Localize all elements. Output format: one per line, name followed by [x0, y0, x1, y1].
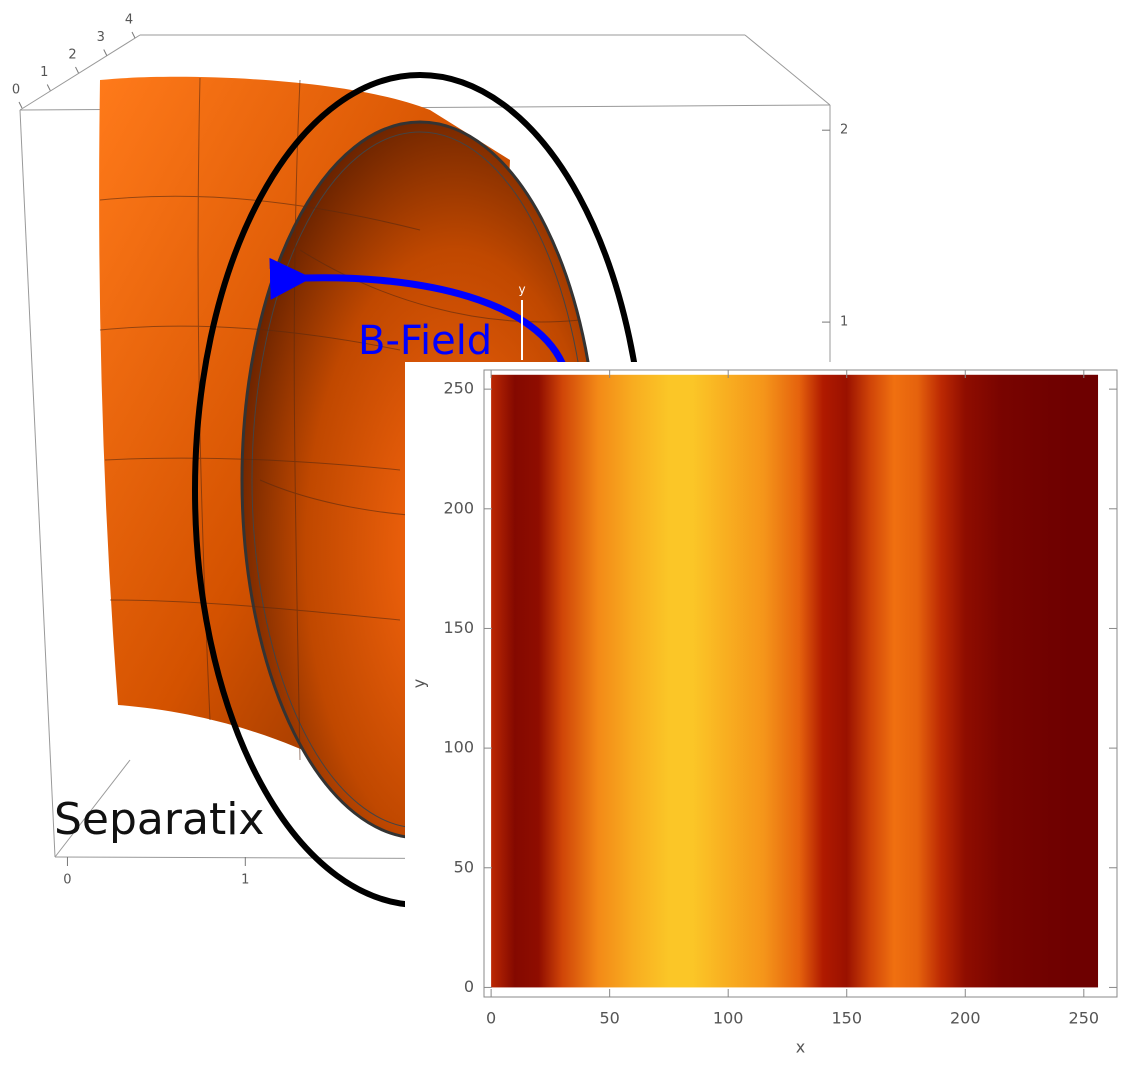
y-tick-label: 1	[40, 65, 48, 80]
annotation: y	[518, 283, 525, 297]
y-tick-label: 200	[443, 498, 474, 517]
plot-2d: 0 50 100 150 200 250 0 50 100 150 200 250 x y	[405, 362, 1134, 1069]
x-tick-label: 0	[486, 1009, 496, 1028]
y-axis-label: y	[410, 679, 429, 688]
y-tick-label: 0	[12, 83, 20, 98]
z-tick-label: 2	[840, 123, 848, 138]
y-tick	[104, 50, 107, 56]
annotation: B-Field	[358, 318, 492, 364]
y-tick-label: 50	[454, 857, 474, 876]
x-tick-label: 0	[63, 873, 71, 888]
annotation: Separatix	[54, 794, 264, 845]
y-tick	[19, 102, 22, 108]
y-tick	[132, 32, 135, 38]
figure: 0 1 0 1 2 3 4 1 2 B-Field Separatix y 0 50 100 150 200 2…	[0, 0, 1134, 1069]
y-tick-label: 0	[464, 977, 474, 996]
x-tick-label: 150	[831, 1009, 862, 1028]
density-image	[491, 375, 1098, 988]
z-tick-label: 1	[840, 315, 848, 330]
y-tick-label: 100	[443, 738, 474, 757]
x-tick-label: 1	[241, 873, 249, 888]
y-tick-label: 3	[97, 30, 105, 45]
y-tick	[47, 85, 50, 91]
y-tick	[76, 67, 79, 73]
x-tick-label: 250	[1069, 1009, 1100, 1028]
x-axis-label: x	[796, 1038, 805, 1057]
x-tick-label: 100	[713, 1009, 744, 1028]
x-tick-label: 200	[950, 1009, 981, 1028]
y-tick-label: 150	[443, 618, 474, 637]
y-tick-label: 250	[443, 379, 474, 398]
y-tick-label: 4	[125, 13, 133, 28]
page: {"chart_data": [ {"type": "surface3d", "…	[0, 0, 1134, 1069]
y-tick-label: 2	[68, 48, 76, 63]
x-tick-label: 50	[599, 1009, 619, 1028]
